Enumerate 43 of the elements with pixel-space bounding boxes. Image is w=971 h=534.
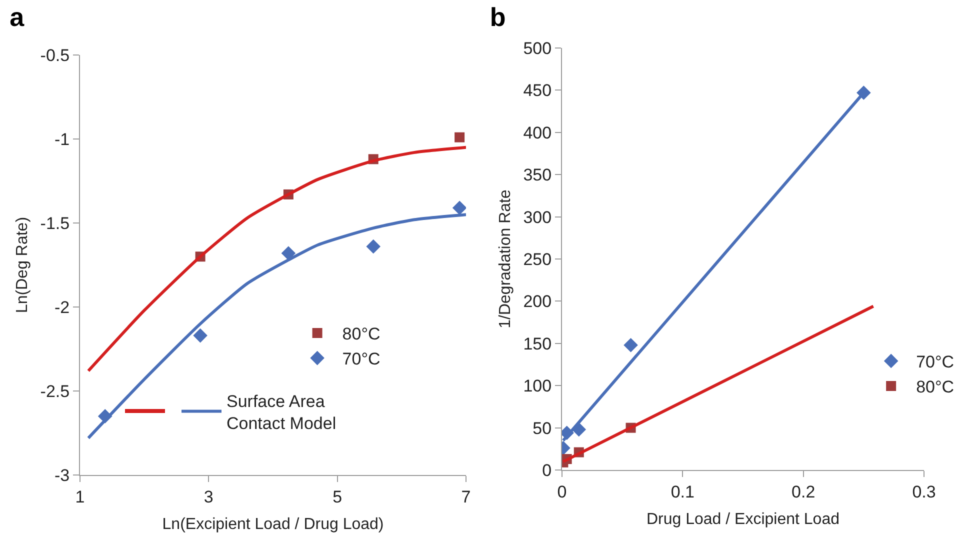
y-tick-label: 500 <box>523 38 552 58</box>
y-tick-label: 450 <box>523 81 552 100</box>
y-tick-label: -3 <box>54 466 70 485</box>
y-axis-title: Ln(Deg Rate) <box>14 216 32 314</box>
chart-title: a <box>10 2 25 32</box>
y-tick-label: -1.5 <box>40 214 70 233</box>
x-tick-label: 3 <box>204 487 214 506</box>
point <box>452 200 466 216</box>
legend-label: 80°C <box>342 324 380 344</box>
x-axis-title: Ln(Excipient Load / Drug Load) <box>162 516 384 534</box>
point <box>454 132 465 142</box>
chart-title: b <box>490 2 506 32</box>
point <box>624 338 638 352</box>
y-axis-title: 1/Degradation Rate <box>497 190 514 328</box>
legend-label: 70°C <box>342 350 380 369</box>
x-axis-title: Drug Load / Excipient Load <box>646 511 840 528</box>
y-tick-label: 350 <box>523 166 552 185</box>
y-tick-label: -2.5 <box>40 382 70 401</box>
y-tick-label: 300 <box>523 208 552 227</box>
line-series <box>86 146 466 372</box>
point <box>193 328 208 343</box>
y-tick-label: 50 <box>532 418 552 438</box>
point <box>281 246 296 260</box>
x-tick-label: 0.1 <box>670 482 694 502</box>
y-tick-label: 150 <box>523 334 552 354</box>
y-tick-label: 100 <box>523 376 552 396</box>
y-tick-label: -2 <box>54 298 70 317</box>
legend-label: Surface Area Contact Model <box>226 392 336 433</box>
y-tick-label: 250 <box>523 250 552 269</box>
legend-label: 80°C <box>916 378 954 397</box>
y-tick-label: 0 <box>542 460 552 480</box>
x-tick-label: 0.3 <box>912 482 936 502</box>
y-tick-label: -1 <box>54 130 70 149</box>
legend-label: 70°C <box>916 352 954 372</box>
y-tick-label: 200 <box>523 292 552 312</box>
x-tick-label: 0.2 <box>792 482 816 502</box>
x-tick-label: 0 <box>557 482 567 502</box>
x-tick-label: 7 <box>461 487 471 506</box>
y-tick-label: 400 <box>523 123 552 142</box>
point <box>366 239 381 254</box>
x-tick-label: 1 <box>75 487 85 506</box>
y-tick-label: -0.5 <box>40 46 70 65</box>
x-tick-label: 5 <box>332 487 342 506</box>
